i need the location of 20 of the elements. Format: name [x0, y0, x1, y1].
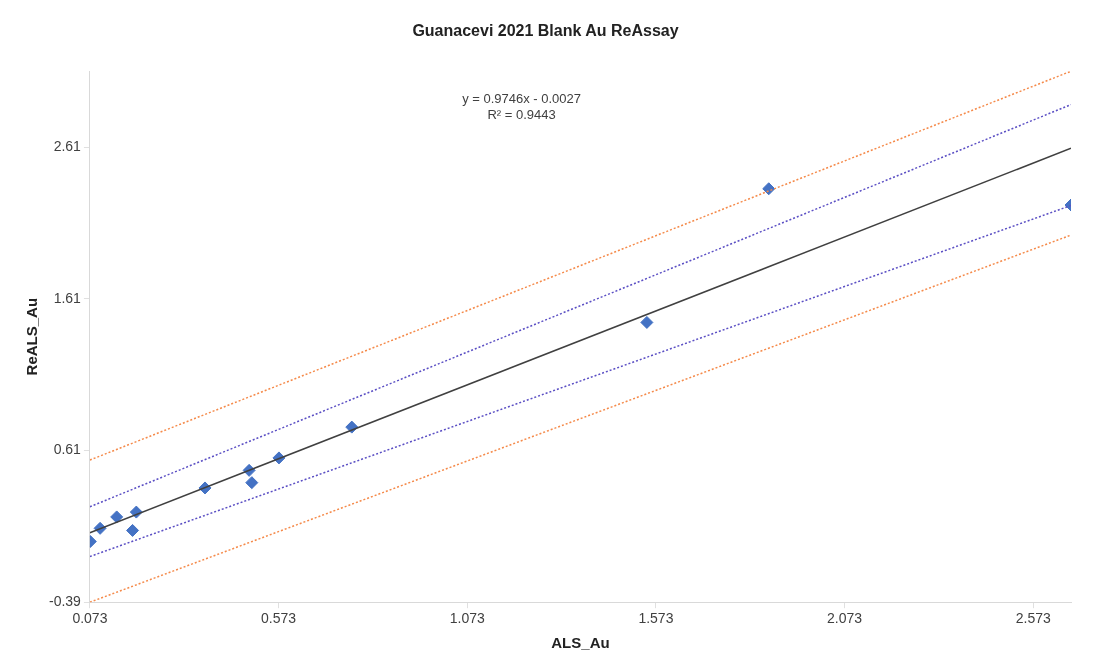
x-tick-label: 0.073: [72, 610, 108, 627]
x-tick-label: 0.573: [261, 610, 297, 627]
x-tick-label: 2.573: [1015, 610, 1051, 627]
y-tick-label: 0.61: [53, 441, 82, 458]
x-tick-label: 1.573: [638, 610, 674, 627]
annotation: R² = 0.9443: [487, 107, 556, 123]
point: [126, 523, 140, 537]
point: [762, 182, 776, 196]
y-axis-title: ReALS_Au: [23, 297, 41, 376]
annotation: y = 0.9746x - 0.0027: [462, 91, 582, 107]
point: [110, 510, 124, 524]
point: [640, 315, 654, 329]
y-tick-label: -0.39: [48, 593, 82, 610]
x-tick-label: 2.073: [827, 610, 863, 627]
y-tick-label: 2.61: [53, 137, 82, 154]
chart-title: Guanacevi 2021 Blank Au ReAssay: [412, 22, 679, 40]
point: [245, 476, 259, 490]
x-tick-label: 1.073: [449, 610, 485, 627]
y-tick-label: 1.61: [53, 289, 82, 306]
x-axis-title: ALS_Au: [551, 634, 610, 652]
